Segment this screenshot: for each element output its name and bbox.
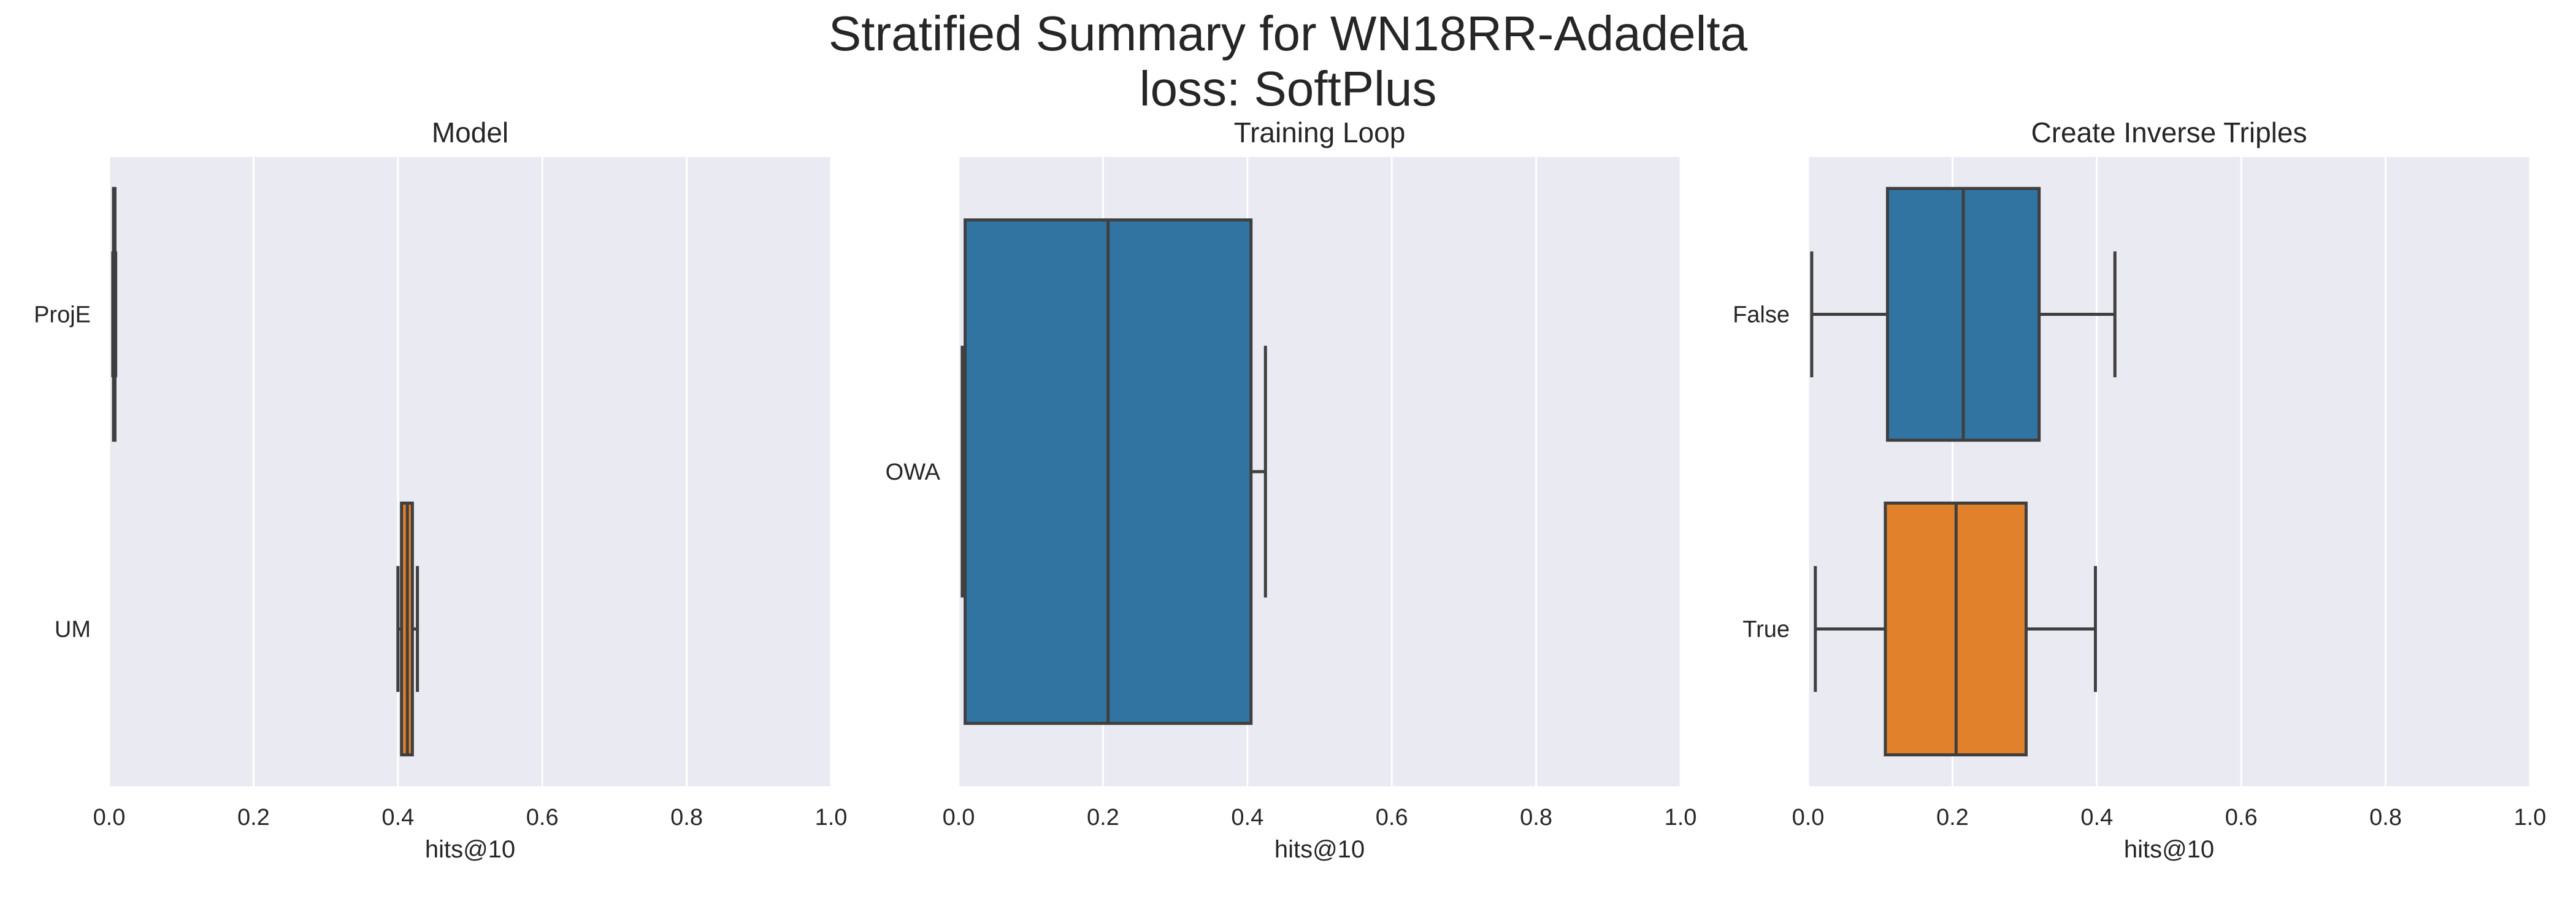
plot-area: [109, 157, 831, 786]
x-tick-label: 0.4: [381, 805, 414, 830]
y-tick-label: False: [1733, 302, 1790, 328]
figure-title-line1: Stratified Summary for WN18RR-Adadelta: [829, 6, 1748, 61]
box-false: [1810, 186, 2117, 442]
subplot-2: Training Loop 0.0 0.2 0.4 0.6 0.8 1.0 hits@10 OW…: [886, 117, 1697, 863]
x-tick-label: 0.8: [670, 805, 703, 830]
box-proje: [111, 186, 118, 442]
x-tick-label: 0.6: [2225, 805, 2258, 830]
x-tick-label: 0.2: [237, 805, 270, 830]
y-tick-label: ProjE: [34, 302, 91, 328]
subplot-3: Create Inverse Triples 0.0 0.2 0.4 0.6 0.8 1.0…: [1733, 117, 2546, 863]
x-tick-label: 0.0: [1792, 805, 1825, 830]
box-um: [396, 501, 420, 757]
x-tick-label: 0.2: [1087, 805, 1119, 830]
x-tick-label: 1.0: [1665, 805, 1697, 830]
x-axis-label: hits@10: [1275, 836, 1365, 863]
subplots: Model 0.0 0.2 0.4 0.6 0.8 1.0 hits@10 ProjE UM Tra…: [34, 117, 2546, 863]
x-tick-label: 0.6: [526, 805, 559, 830]
x-tick-label: 1.0: [2514, 805, 2547, 830]
x-tick-label: 0.4: [1231, 805, 1263, 830]
subplot-title: Model: [432, 117, 508, 148]
box-true: [1814, 501, 2097, 757]
figure-title-line2: loss: SoftPlus: [1140, 61, 1437, 116]
subplot-title: Training Loop: [1234, 117, 1406, 148]
box-owa: [960, 218, 1267, 725]
x-tick-label: 0.8: [2369, 805, 2402, 830]
x-tick-label: 1.0: [815, 805, 848, 830]
x-tick-label: 0.6: [1376, 805, 1408, 830]
y-tick-label: OWA: [886, 459, 941, 485]
x-tick-label: 0.0: [93, 805, 126, 830]
x-axis-label: hits@10: [2124, 836, 2214, 863]
x-tick-label: 0.2: [1936, 805, 1969, 830]
subplot-title: Create Inverse Triples: [2031, 117, 2307, 148]
x-tick-label: 0.4: [2080, 805, 2113, 830]
x-axis-label: hits@10: [425, 836, 515, 863]
y-tick-label: True: [1742, 617, 1790, 643]
y-tick-label: UM: [55, 617, 91, 643]
x-tick-label: 0.0: [943, 805, 975, 830]
x-tick-label: 0.8: [1520, 805, 1552, 830]
subplot-1: Model 0.0 0.2 0.4 0.6 0.8 1.0 hits@10 ProjE UM: [34, 117, 847, 863]
